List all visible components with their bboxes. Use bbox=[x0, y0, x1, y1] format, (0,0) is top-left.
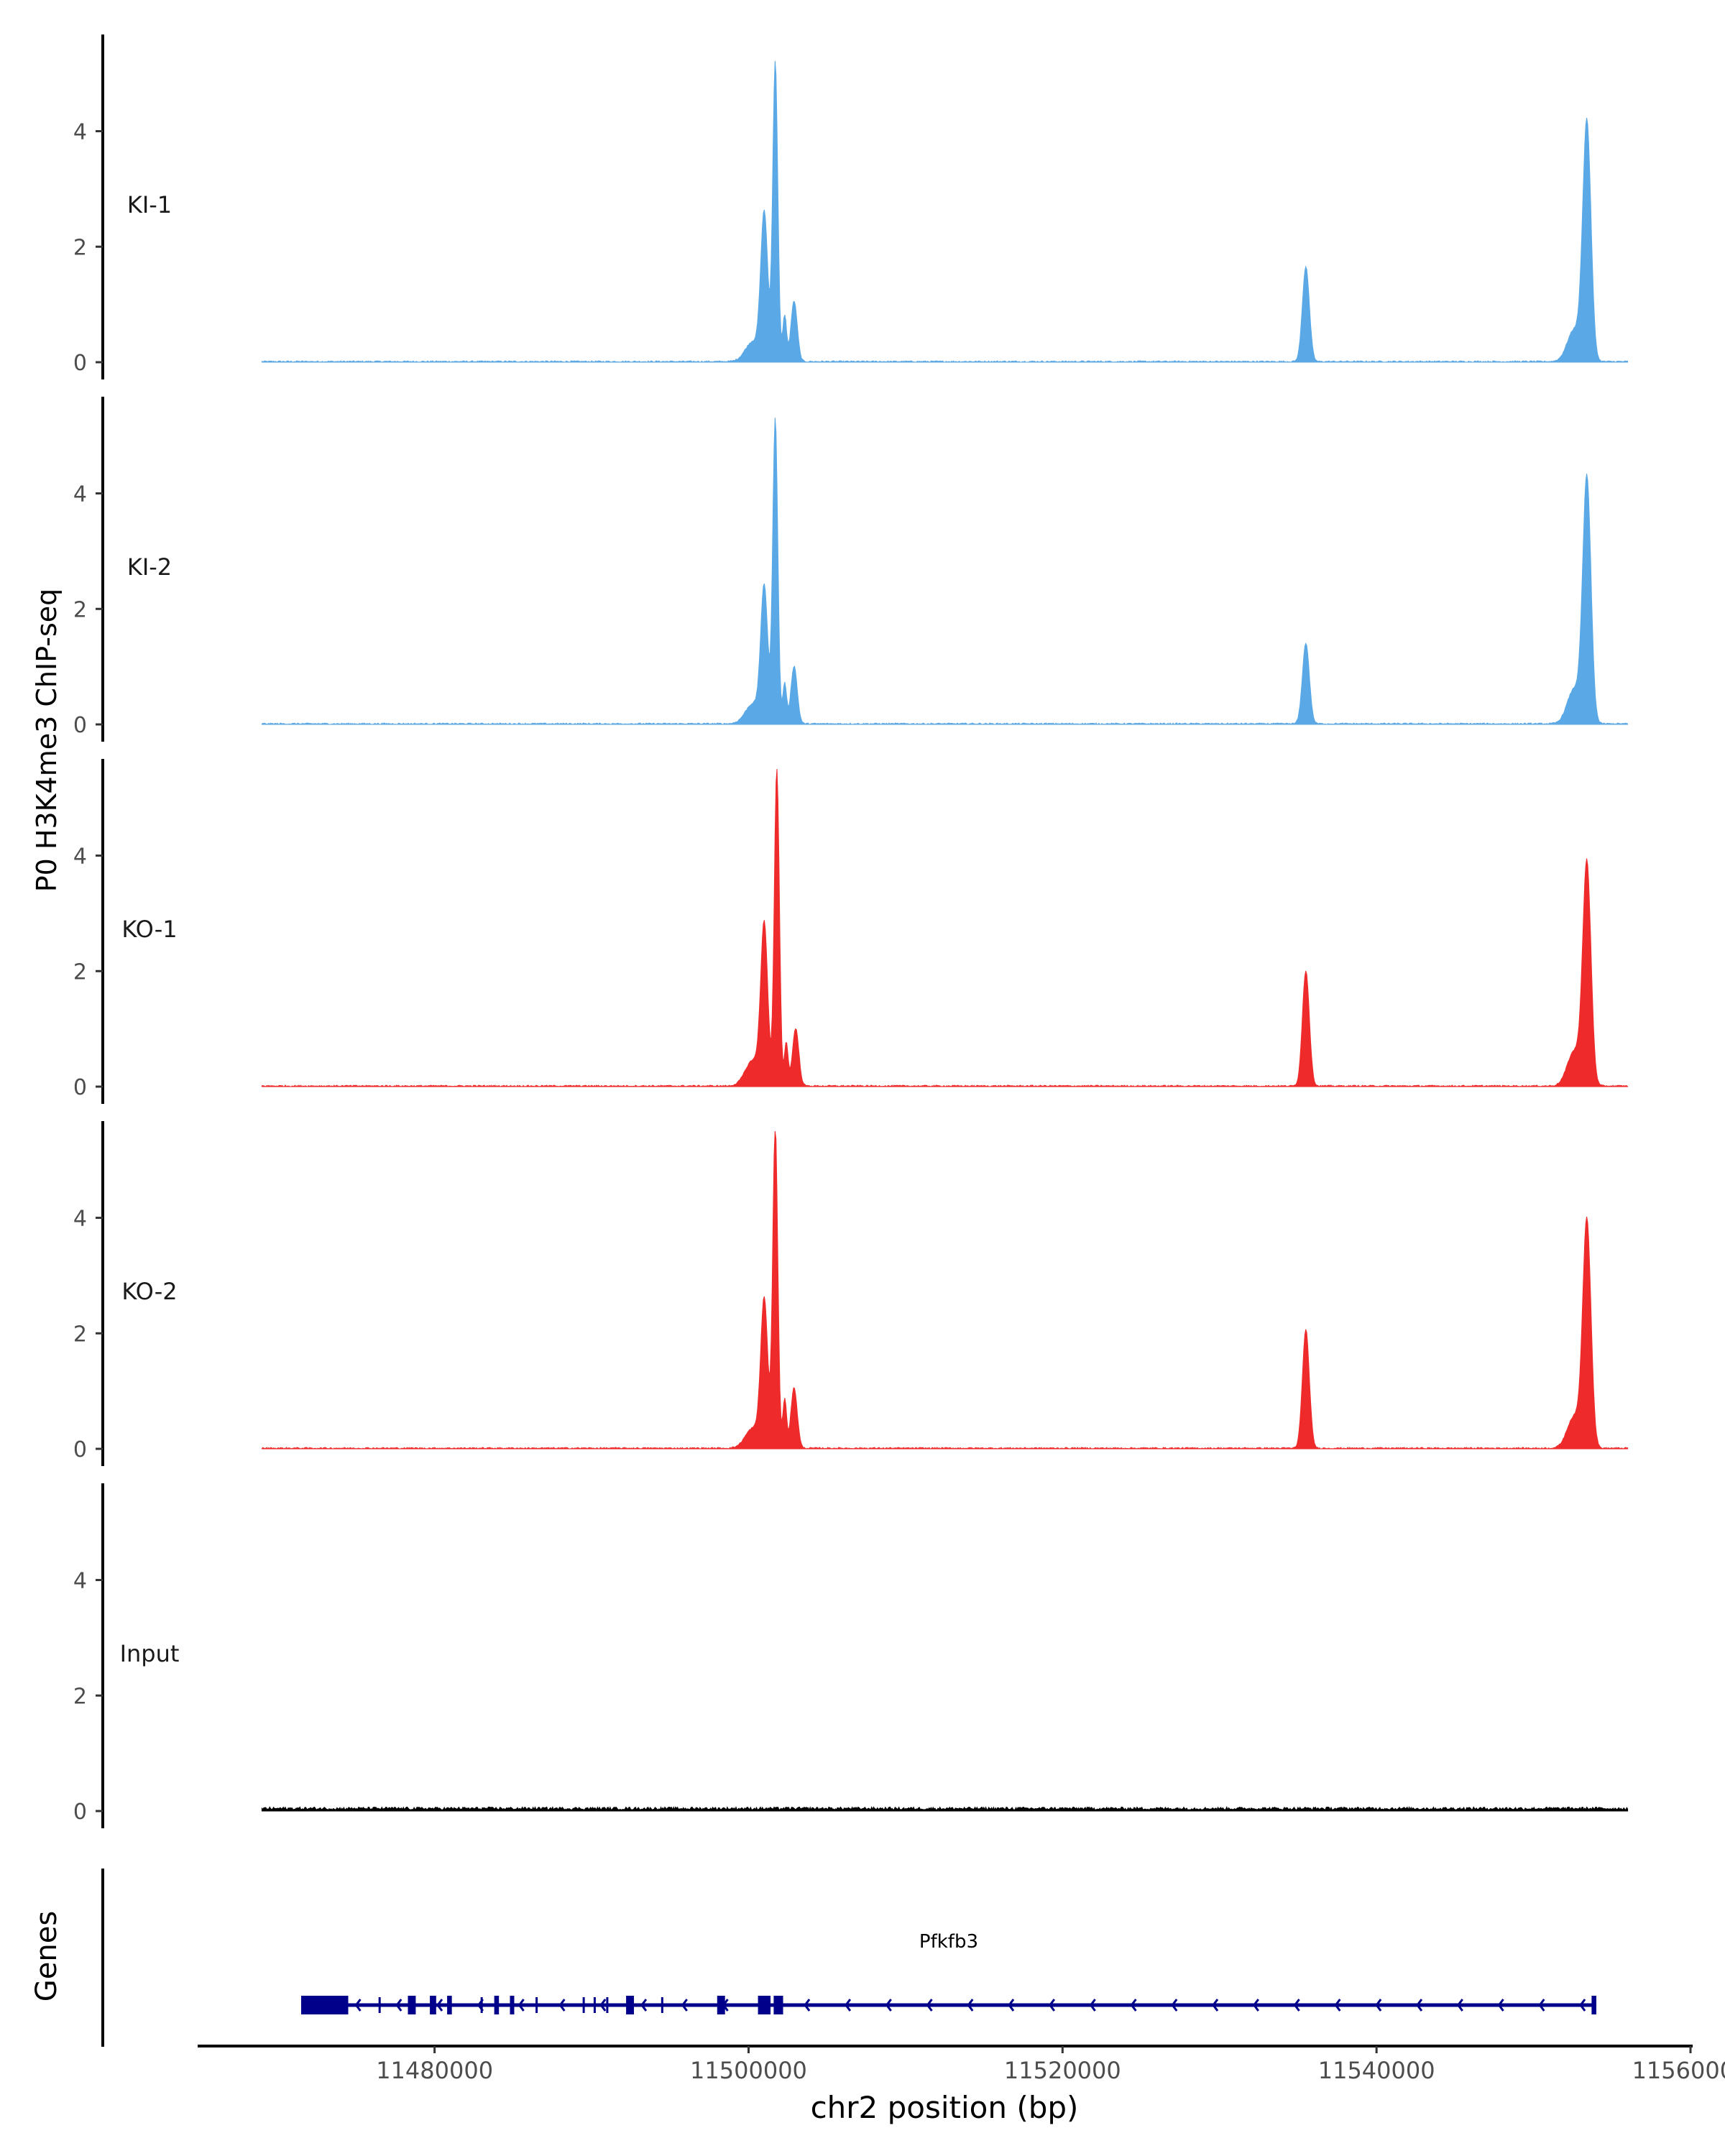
strand-arrow bbox=[1130, 1999, 1137, 2012]
strand-arrow bbox=[763, 1999, 770, 2012]
strand-arrow bbox=[1497, 1999, 1504, 2012]
gene-exon bbox=[300, 1996, 349, 2014]
y-tick-label: 4 bbox=[73, 120, 87, 145]
x-tick-label: 11500000 bbox=[690, 2057, 807, 2084]
y-tick-label: 2 bbox=[73, 959, 87, 985]
y-tick-label: 0 bbox=[73, 1437, 87, 1462]
x-tick-label: 11540000 bbox=[1318, 2057, 1435, 2084]
track-label: Input bbox=[120, 1640, 180, 1667]
gene-exon bbox=[510, 1996, 515, 2014]
strand-arrow bbox=[354, 1999, 362, 2012]
gene-exon bbox=[773, 1996, 783, 2014]
gene-exon bbox=[430, 1996, 436, 2014]
strand-arrow bbox=[926, 1999, 933, 2012]
track-label: KO-1 bbox=[121, 916, 177, 943]
track-panels: 0 2 4 KI-1 0 2 4 KI-2 0 2 4 KO-1 0 2 4 KO-2 0 2 4 Input bbox=[73, 34, 1629, 1828]
y-tick-label: 2 bbox=[73, 1684, 87, 1709]
strand-arrow bbox=[845, 1999, 852, 2012]
strand-arrow bbox=[1171, 1999, 1178, 2012]
signal-area bbox=[261, 1806, 1629, 1812]
y-tick-label: 2 bbox=[73, 1322, 87, 1347]
y-tick-label: 4 bbox=[73, 844, 87, 870]
strand-arrow bbox=[1334, 1999, 1341, 2012]
y-tick-label: 0 bbox=[73, 1075, 87, 1100]
strand-arrow bbox=[558, 1999, 566, 2012]
strand-arrow bbox=[1048, 1999, 1056, 2012]
y-tick-label: 4 bbox=[73, 1569, 87, 1594]
strand-arrow bbox=[640, 1999, 648, 2012]
strand-arrow bbox=[1416, 1999, 1423, 2012]
strand-arrow bbox=[1538, 1999, 1545, 2012]
signal-area bbox=[261, 1130, 1629, 1450]
signal-area bbox=[261, 418, 1629, 725]
strand-arrow bbox=[477, 1999, 484, 2012]
track-label: KI-2 bbox=[127, 553, 172, 581]
y-tick-label: 0 bbox=[73, 1800, 87, 1825]
track-KO-1: 0 2 4 KO-1 bbox=[73, 759, 1629, 1104]
strand-arrow bbox=[1008, 1999, 1015, 2012]
x-axis: 11480000 11500000 11520000 11540000 11560000 bbox=[198, 2045, 1725, 2084]
strand-arrow bbox=[722, 1999, 729, 2012]
strand-arrow bbox=[599, 1999, 607, 2012]
gene-exon bbox=[626, 1996, 635, 2014]
strand-arrow bbox=[804, 1999, 811, 2012]
gene-exon bbox=[408, 1996, 416, 2014]
y-tick-label: 4 bbox=[73, 482, 87, 507]
track-KO-2: 0 2 4 KO-2 bbox=[73, 1121, 1629, 1466]
gene-exon bbox=[494, 1996, 500, 2014]
strand-arrow bbox=[518, 1999, 525, 2012]
strand-arrow bbox=[967, 1999, 974, 2012]
strand-arrow bbox=[1579, 1999, 1586, 2012]
strand-arrow bbox=[1375, 1999, 1382, 2012]
y-tick-label: 2 bbox=[73, 235, 87, 260]
track-label: KO-2 bbox=[121, 1278, 177, 1305]
signal-area bbox=[261, 60, 1629, 363]
strand-arrow bbox=[395, 1999, 402, 2012]
track-Input: 0 2 4 Input bbox=[73, 1483, 1629, 1828]
y-tick-label: 4 bbox=[73, 1207, 87, 1232]
strand-arrow bbox=[1089, 1999, 1096, 2012]
track-KI-2: 0 2 4 KI-2 bbox=[73, 397, 1629, 742]
track-label: KI-1 bbox=[127, 191, 172, 218]
x-tick-label: 11560000 bbox=[1632, 2057, 1725, 2084]
x-axis-label: chr2 position (bp) bbox=[811, 2090, 1079, 2125]
signal-area bbox=[261, 768, 1629, 1087]
y-tick-label: 2 bbox=[73, 597, 87, 622]
strand-arrow bbox=[1456, 1999, 1463, 2012]
strand-arrow bbox=[1293, 1999, 1300, 2012]
x-tick-label: 11520000 bbox=[1004, 2057, 1121, 2084]
strand-arrow bbox=[1212, 1999, 1219, 2012]
strand-arrow bbox=[436, 1999, 443, 2012]
y-axis-label: P0 H3K4me3 ChIP-seq bbox=[31, 589, 63, 893]
gene-name: Pfkfb3 bbox=[919, 1931, 978, 1953]
track-KI-1: 0 2 4 KI-1 bbox=[73, 34, 1629, 379]
strand-arrow bbox=[1252, 1999, 1259, 2012]
gene-exon bbox=[1591, 1996, 1596, 2014]
x-tick-label: 11480000 bbox=[376, 2057, 493, 2084]
genes-label: Genes bbox=[30, 1911, 63, 2001]
y-tick-label: 0 bbox=[73, 351, 87, 376]
gene-exon bbox=[447, 1996, 452, 2014]
gene-panel: Genes Pfkfb3 bbox=[30, 1869, 1596, 2047]
y-tick-label: 0 bbox=[73, 713, 87, 738]
strand-arrow bbox=[681, 1999, 688, 2012]
gene-exon bbox=[717, 1996, 725, 2014]
strand-arrow bbox=[885, 1999, 892, 2012]
